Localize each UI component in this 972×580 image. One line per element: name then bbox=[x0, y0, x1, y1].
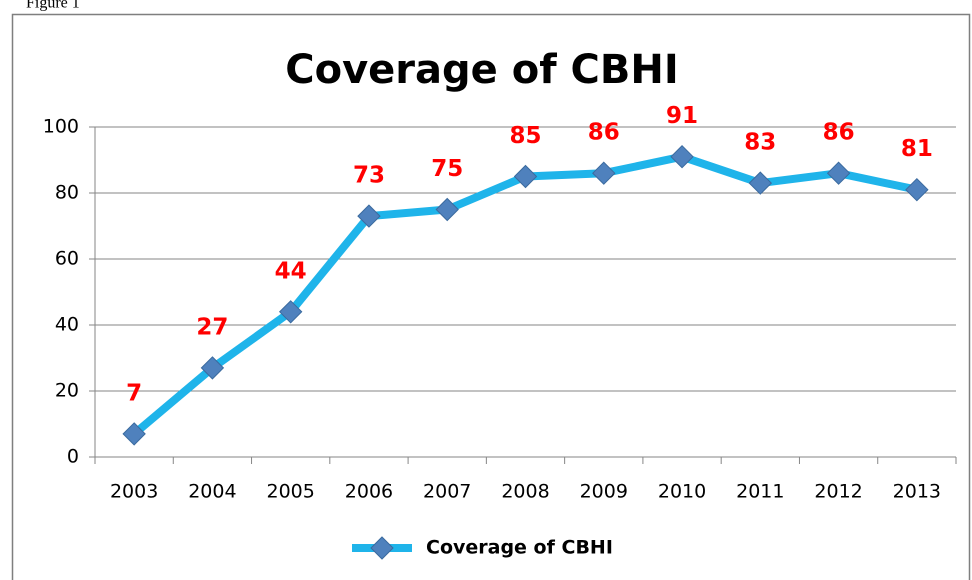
x-tick-label: 2012 bbox=[814, 481, 862, 503]
legend-marker bbox=[370, 536, 394, 560]
data-label: 27 bbox=[196, 314, 228, 340]
y-tick-label: 80 bbox=[55, 182, 79, 204]
data-label: 86 bbox=[823, 120, 855, 146]
x-tick-label: 2008 bbox=[501, 481, 549, 503]
x-tick-label: 2004 bbox=[188, 481, 236, 503]
point-marker bbox=[200, 356, 225, 380]
point-marker bbox=[905, 177, 929, 202]
x-tick-label: 2003 bbox=[110, 481, 158, 503]
x-tick-label: 2011 bbox=[736, 481, 784, 503]
chart-title: Coverage of CBHI bbox=[285, 47, 678, 93]
data-label: 7 bbox=[126, 380, 142, 406]
point-marker bbox=[278, 300, 303, 324]
data-label: 85 bbox=[509, 123, 541, 149]
y-tick-label: 40 bbox=[55, 314, 79, 336]
x-tick-label: 2005 bbox=[267, 481, 315, 503]
x-tick-label: 2007 bbox=[423, 481, 471, 503]
point-marker bbox=[592, 161, 616, 185]
data-label: 75 bbox=[431, 156, 463, 182]
point-marker bbox=[357, 204, 381, 228]
data-label: 91 bbox=[666, 103, 698, 129]
point-marker bbox=[435, 197, 459, 222]
figure-caption: Figure 1 bbox=[26, 0, 80, 12]
point-marker bbox=[513, 164, 538, 189]
x-tick-label: 2013 bbox=[893, 481, 941, 503]
point-marker bbox=[826, 161, 851, 185]
y-tick-label: 60 bbox=[55, 248, 79, 270]
x-tick-label: 2010 bbox=[658, 481, 706, 503]
point-marker bbox=[670, 144, 694, 169]
point-marker bbox=[122, 422, 146, 446]
y-tick-label: 0 bbox=[67, 446, 79, 468]
y-tick-label: 20 bbox=[55, 380, 79, 402]
data-label: 86 bbox=[588, 120, 620, 146]
point-marker bbox=[748, 171, 773, 195]
y-tick-label: 100 bbox=[43, 116, 79, 138]
chart-frame bbox=[11, 13, 971, 580]
legend-label: Coverage of CBHI bbox=[426, 537, 613, 559]
data-label: 81 bbox=[901, 136, 933, 162]
x-tick-label: 2006 bbox=[345, 481, 393, 503]
x-tick-label: 2009 bbox=[580, 481, 628, 503]
data-label: 44 bbox=[275, 258, 307, 284]
data-label: 83 bbox=[744, 130, 776, 156]
data-label: 73 bbox=[353, 163, 385, 189]
